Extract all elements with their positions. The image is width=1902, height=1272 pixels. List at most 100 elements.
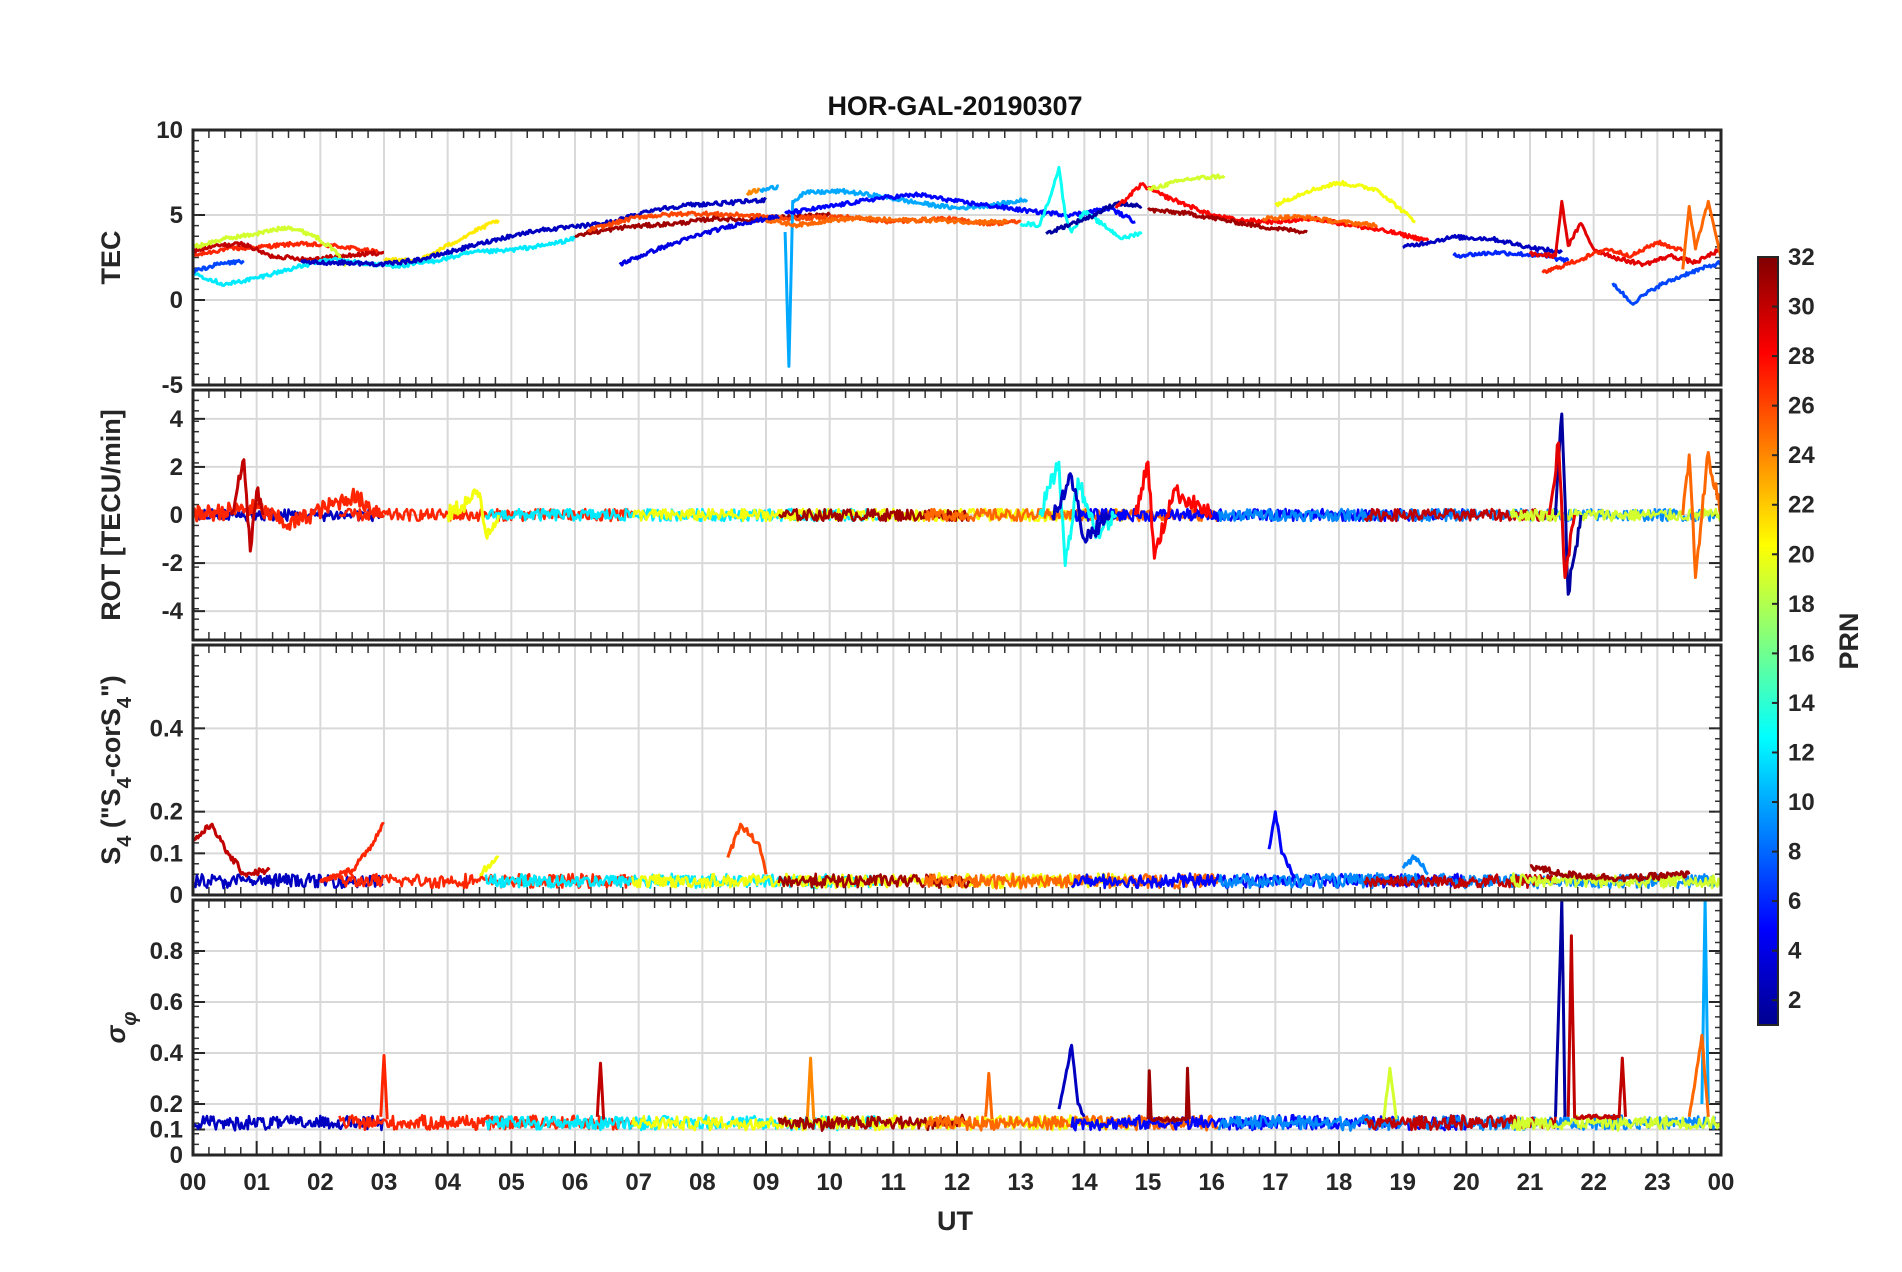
colorbar-tick-label: 30 xyxy=(1788,294,1815,321)
colorbar-tick-label: 32 xyxy=(1788,244,1815,271)
noise-trace-prn-3 xyxy=(193,1114,384,1132)
series-line-prn-31 xyxy=(1147,207,1308,235)
series-line-prn-27 xyxy=(318,821,385,884)
noise-trace-prn-31 xyxy=(777,872,971,890)
colorbar-tick-label: 6 xyxy=(1788,888,1801,915)
x-tick-label: 13 xyxy=(1007,1169,1034,1196)
x-tick-label: 10 xyxy=(816,1169,843,1196)
colorbar-tick-label: 18 xyxy=(1788,591,1815,618)
series-line-prn-2 xyxy=(1554,900,1567,1117)
series-line-prn-9 xyxy=(1401,854,1429,876)
series-line-prn-28 xyxy=(1133,460,1213,560)
series-line-prn-27 xyxy=(1541,239,1684,274)
panel-tec: -5 0 5 10 TEC xyxy=(96,117,1723,399)
noise-trace-prn-19 xyxy=(1509,872,1721,890)
x-tick-label: 18 xyxy=(1326,1169,1353,1196)
series-sigma xyxy=(193,900,1721,1132)
series-line-prn-3 xyxy=(1051,472,1112,544)
y-axis-title-tec: TEC xyxy=(96,231,126,285)
x-tick-label: 05 xyxy=(498,1169,525,1196)
series-line-prn-26 xyxy=(726,822,768,875)
y-axis-title-rot: ROT [TECU/min] xyxy=(96,409,126,620)
x-axis-title: UT xyxy=(937,1206,973,1236)
y-tick-label: -2 xyxy=(162,550,183,577)
x-tick-label: 06 xyxy=(562,1169,589,1196)
y-tick-label: 0 xyxy=(170,502,183,529)
series-line-prn-25 xyxy=(1681,451,1721,579)
y-tick-label: 4 xyxy=(170,406,184,433)
colorbar-label: PRN xyxy=(1834,612,1864,669)
series-line-prn-28 xyxy=(1114,182,1430,242)
series-line-prn-30 xyxy=(595,1061,606,1120)
series-line-prn-7 xyxy=(193,258,245,274)
series-line-prn-20 xyxy=(478,855,500,877)
x-tick-label: 00 xyxy=(1708,1169,1735,1196)
y-tick-label: 0.8 xyxy=(150,938,183,965)
x-tick-label: 19 xyxy=(1389,1169,1416,1196)
colorbar-tick-label: 22 xyxy=(1788,492,1815,519)
colorbar-tick-label: 4 xyxy=(1788,938,1802,965)
y-axis-title-sigma: σφ xyxy=(101,1012,141,1044)
colorbar-tick-label: 10 xyxy=(1788,789,1815,816)
colorbar-tick-label: 20 xyxy=(1788,541,1815,568)
panel-frame-s4 xyxy=(191,643,1723,897)
series-line-prn-19 xyxy=(1147,173,1226,191)
series-line-prn-10 xyxy=(758,184,779,193)
x-tick-label: 03 xyxy=(371,1169,398,1196)
series-tec xyxy=(193,165,1721,368)
series-line-prn-29 xyxy=(1528,199,1721,268)
y-tick-label: -5 xyxy=(162,372,183,399)
x-tick-label: 21 xyxy=(1517,1169,1544,1196)
series-line-prn-20 xyxy=(1274,179,1416,224)
series-line-prn-4 xyxy=(618,214,780,267)
x-tick-label: 07 xyxy=(625,1169,652,1196)
x-tick-label: 15 xyxy=(1135,1169,1162,1196)
series-line-prn-5 xyxy=(1267,810,1296,879)
series-line-prn-7 xyxy=(1611,260,1721,306)
series-line-prn-31 xyxy=(1529,864,1691,883)
x-tick-label: 08 xyxy=(689,1169,716,1196)
series-line-prn-5 xyxy=(784,191,1136,224)
x-tick-label: 16 xyxy=(1198,1169,1225,1196)
colorbar-tick-label: 16 xyxy=(1788,640,1815,667)
series-line-prn-25 xyxy=(764,215,1009,229)
series-line-prn-29 xyxy=(1547,441,1577,579)
series-line-prn-19 xyxy=(193,225,347,268)
series-line-prn-27 xyxy=(193,487,386,531)
colorbar-gradient xyxy=(1757,256,1779,1026)
series-line-prn-24 xyxy=(745,187,761,196)
noise-trace-prn-30 xyxy=(1363,507,1557,523)
series-line-prn-31 xyxy=(1146,1066,1191,1123)
x-tick-label: 11 xyxy=(881,1169,906,1196)
series-line-prn-25 xyxy=(1687,1033,1710,1118)
series-line-prn-26 xyxy=(587,210,1022,233)
panel-frame-rot xyxy=(191,388,1723,642)
y-tick-label: -4 xyxy=(162,598,184,625)
x-tick-label: 04 xyxy=(434,1169,461,1196)
series-line-prn-30 xyxy=(193,822,271,878)
y-tick-label: 0.6 xyxy=(150,989,183,1016)
chart-title: HOR-GAL-20190307 xyxy=(827,91,1082,121)
y-tick-label: 2 xyxy=(170,454,183,481)
x-tick-label: 23 xyxy=(1644,1169,1671,1196)
colorbar-tick-label: 12 xyxy=(1788,739,1815,766)
colorbar-tick-label: 26 xyxy=(1788,393,1815,420)
colorbar-tick-label: 2 xyxy=(1788,987,1801,1014)
panel-s4: 0 0.1 0.2 0.4 S4 ("S4-corS4") xyxy=(96,643,1723,909)
y-tick-label: 0 xyxy=(170,287,183,314)
x-tick-label: 17 xyxy=(1262,1169,1289,1196)
series-line-prn-3 xyxy=(1057,1043,1086,1118)
series-line-prn-30 xyxy=(193,241,385,262)
y-tick-label: 0.1 xyxy=(150,1117,183,1144)
colorbar-tick-label: 14 xyxy=(1788,690,1815,717)
series-line-prn-25 xyxy=(1681,199,1721,270)
x-tick-label: 20 xyxy=(1453,1169,1480,1196)
series-line-prn-27 xyxy=(379,1054,389,1120)
series-line-prn-13 xyxy=(1038,460,1118,567)
series-line-prn-3 xyxy=(1402,234,1563,254)
x-tick-label: 09 xyxy=(753,1169,780,1196)
colorbar-tick-label: 8 xyxy=(1788,839,1801,866)
